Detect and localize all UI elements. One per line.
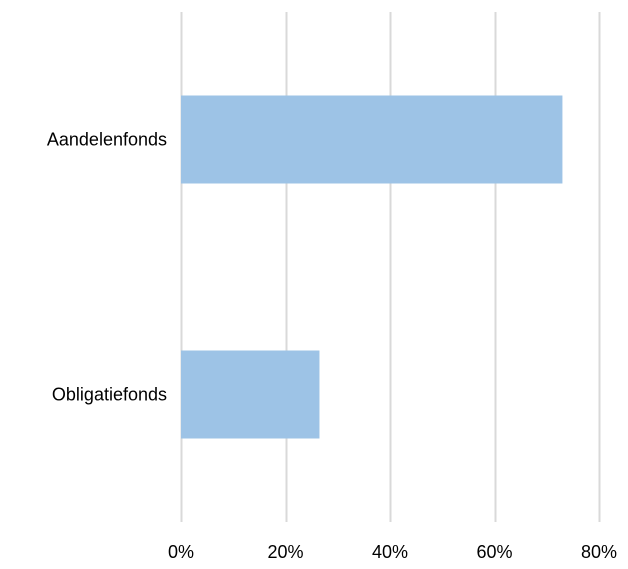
bar-obligatiefonds	[181, 350, 320, 439]
x-tick-label: 20%	[267, 542, 303, 562]
category-label-obligatiefonds: Obligatiefonds	[52, 385, 167, 405]
x-tick-label: 40%	[372, 542, 408, 562]
x-axis-tick-labels: 0% 20% 40% 60% 80%	[168, 542, 617, 562]
gridlines	[180, 12, 601, 522]
x-tick-label: 60%	[476, 542, 512, 562]
x-tick-label: 80%	[581, 542, 617, 562]
bar-aandelenfonds	[181, 95, 563, 184]
x-tick-label: 0%	[168, 542, 194, 562]
category-label-aandelenfonds: Aandelenfonds	[47, 130, 167, 150]
bars	[181, 95, 563, 439]
category-labels: Aandelenfonds Obligatiefonds	[47, 130, 167, 405]
